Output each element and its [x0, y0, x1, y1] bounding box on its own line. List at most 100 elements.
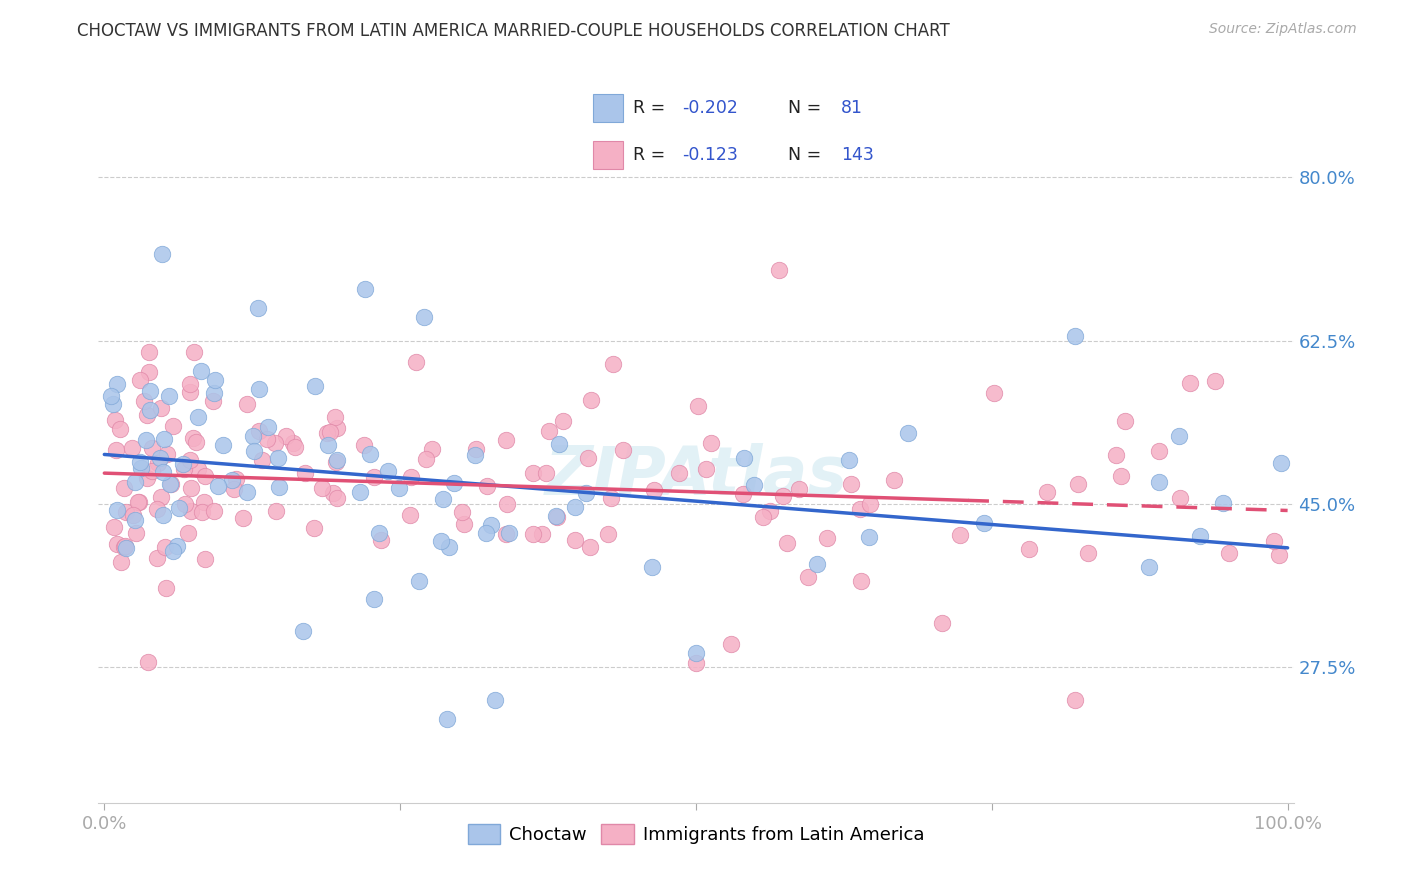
Point — [641, 560, 664, 574]
Point — [304, 379, 326, 393]
Text: ZIPAtlas: ZIPAtlas — [544, 442, 848, 508]
Point — [181, 431, 204, 445]
Point — [1180, 376, 1202, 390]
Point — [176, 525, 198, 540]
Point — [475, 526, 498, 541]
Point — [453, 516, 475, 531]
Point — [292, 624, 315, 639]
Point — [405, 355, 427, 369]
Point — [179, 385, 201, 400]
Point — [124, 513, 146, 527]
Text: CHOCTAW VS IMMIGRANTS FROM LATIN AMERICA MARRIED-COUPLE HOUSEHOLDS CORRELATION C: CHOCTAW VS IMMIGRANTS FROM LATIN AMERICA… — [77, 22, 950, 40]
Point — [135, 408, 157, 422]
Point — [496, 498, 519, 512]
Point — [222, 482, 245, 496]
Point — [242, 428, 264, 442]
Point — [772, 489, 794, 503]
Point — [105, 376, 128, 391]
Point — [281, 435, 304, 450]
Point — [162, 543, 184, 558]
Point — [787, 483, 810, 497]
Point — [114, 539, 136, 553]
Point — [475, 479, 498, 493]
Point — [484, 693, 506, 707]
Point — [104, 443, 127, 458]
Point — [194, 468, 217, 483]
Point — [1137, 559, 1160, 574]
Point — [243, 443, 266, 458]
Point — [107, 537, 129, 551]
Point — [152, 508, 174, 522]
Point — [132, 394, 155, 409]
Point — [1077, 546, 1099, 560]
Point — [1105, 448, 1128, 462]
Point — [451, 505, 474, 519]
Point — [110, 555, 132, 569]
Point — [575, 486, 598, 500]
Point — [564, 533, 586, 547]
Point — [129, 373, 152, 387]
Point — [564, 500, 586, 515]
Point — [600, 491, 623, 506]
Point — [1189, 529, 1212, 543]
Text: -0.123: -0.123 — [683, 146, 738, 164]
Point — [187, 461, 209, 475]
Point — [311, 481, 333, 495]
Point — [138, 344, 160, 359]
Point — [537, 424, 560, 438]
Point — [110, 422, 132, 436]
Point — [1147, 443, 1170, 458]
Point — [101, 397, 124, 411]
Point — [858, 530, 880, 544]
Point — [1063, 329, 1085, 343]
Point — [160, 477, 183, 491]
Point — [159, 476, 181, 491]
Point — [125, 526, 148, 541]
Point — [138, 365, 160, 379]
Point — [443, 476, 465, 491]
Point — [643, 483, 665, 497]
Point — [136, 655, 159, 669]
Text: N =: N = — [789, 99, 827, 117]
Point — [1168, 491, 1191, 506]
Point — [173, 462, 195, 476]
Point — [578, 451, 600, 466]
Point — [184, 434, 207, 449]
Point — [1018, 542, 1040, 557]
Point — [232, 510, 254, 524]
Point — [768, 263, 790, 277]
Point — [180, 503, 202, 517]
Point — [544, 508, 567, 523]
Text: 81: 81 — [841, 99, 863, 117]
Point — [104, 413, 127, 427]
Point — [264, 436, 287, 450]
Point — [162, 419, 184, 434]
Point — [150, 490, 173, 504]
Point — [353, 282, 375, 296]
Point — [146, 456, 169, 470]
Point — [408, 574, 430, 588]
Point — [551, 413, 574, 427]
Point — [155, 581, 177, 595]
Point — [100, 389, 122, 403]
Point — [323, 409, 346, 424]
Point — [124, 475, 146, 489]
Point — [274, 428, 297, 442]
Point — [495, 526, 517, 541]
Point — [612, 442, 634, 457]
Point — [138, 384, 160, 399]
Point — [546, 509, 568, 524]
Point — [105, 503, 128, 517]
Point — [602, 357, 624, 371]
Point — [236, 397, 259, 411]
Point — [257, 419, 280, 434]
Point — [207, 479, 229, 493]
Point — [363, 470, 385, 484]
Point — [112, 482, 135, 496]
Point — [752, 510, 775, 524]
Point — [139, 402, 162, 417]
Point — [153, 540, 176, 554]
Point — [522, 527, 544, 541]
Point — [187, 409, 209, 424]
Point — [179, 377, 201, 392]
